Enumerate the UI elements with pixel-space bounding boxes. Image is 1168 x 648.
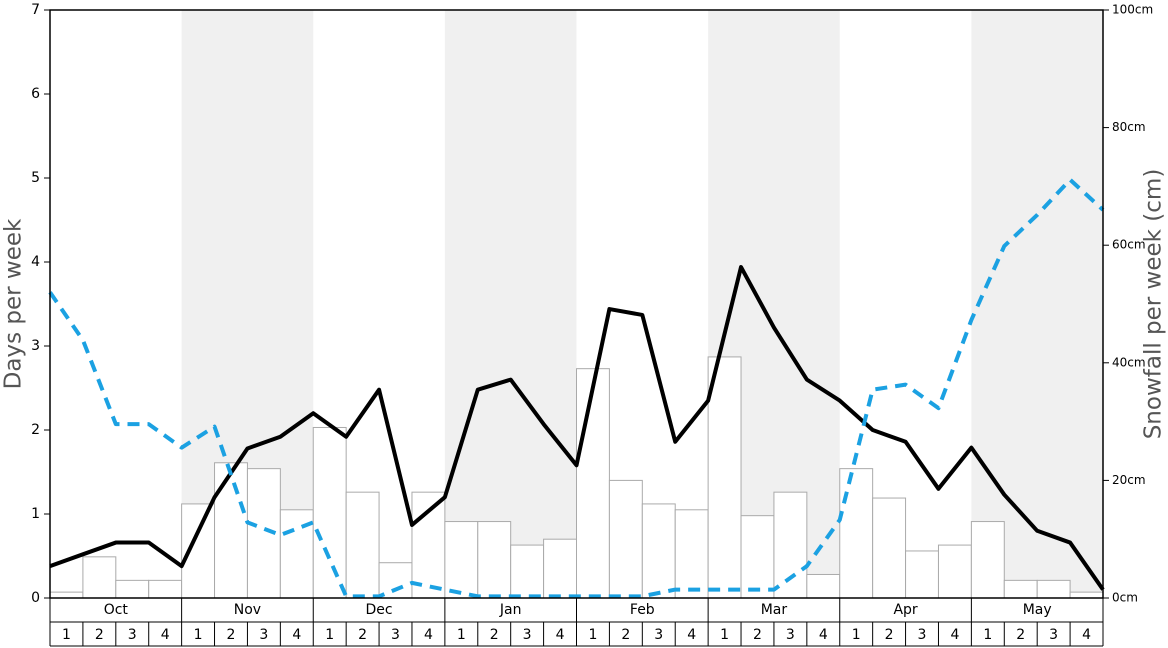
month-label: Dec bbox=[366, 602, 393, 618]
week-label: 2 bbox=[885, 627, 894, 643]
y2-tick-label: 40cm bbox=[1112, 355, 1146, 369]
snowfall-bar bbox=[806, 573, 841, 599]
week-label: 2 bbox=[95, 627, 104, 643]
snowfall-bar bbox=[115, 579, 150, 599]
week-label: 4 bbox=[950, 627, 959, 643]
week-label: 4 bbox=[556, 627, 565, 643]
snowfall-bar bbox=[148, 579, 183, 599]
week-label: 3 bbox=[128, 627, 137, 643]
month-band bbox=[971, 10, 1103, 598]
y-tick-label: 3 bbox=[31, 338, 40, 354]
y-tick-label: 2 bbox=[31, 422, 40, 438]
dashed-line bbox=[48, 177, 1105, 599]
week-label: 4 bbox=[1082, 627, 1091, 643]
week-label: 3 bbox=[1049, 627, 1058, 643]
week-label: 2 bbox=[490, 627, 499, 643]
snowfall-bar bbox=[1003, 579, 1038, 599]
month-label: Mar bbox=[761, 602, 788, 618]
y2-tick-label: 0cm bbox=[1112, 591, 1138, 605]
week-label: 3 bbox=[259, 627, 268, 643]
snowfall-bar bbox=[312, 426, 347, 599]
week-label: 2 bbox=[621, 627, 630, 643]
week-label: 2 bbox=[1016, 627, 1025, 643]
snowfall-bar bbox=[1036, 579, 1071, 599]
week-label: 1 bbox=[325, 627, 334, 643]
y-tick-label: 6 bbox=[31, 86, 40, 102]
snowfall-bar bbox=[839, 468, 874, 599]
y2-axis-title: Snowfall per week (cm) bbox=[1141, 169, 1167, 440]
week-label: 3 bbox=[918, 627, 927, 643]
snowfall-bar bbox=[937, 544, 972, 599]
y2-tick-label: 80cm bbox=[1112, 120, 1146, 134]
month-label: May bbox=[1023, 602, 1052, 618]
y-tick-label: 5 bbox=[31, 170, 40, 186]
y-tick-label: 4 bbox=[31, 254, 40, 270]
snowfall-bar bbox=[872, 497, 907, 599]
week-label: 1 bbox=[457, 627, 466, 643]
month-band bbox=[444, 10, 577, 598]
solid-line bbox=[49, 265, 1105, 591]
month-label: Jan bbox=[499, 602, 522, 618]
snowfall-bar bbox=[1069, 591, 1104, 599]
snowfall-bar bbox=[905, 550, 939, 599]
y-tick-label: 1 bbox=[31, 506, 40, 522]
snowfall-bar bbox=[181, 503, 216, 599]
week-label: 4 bbox=[819, 627, 828, 643]
snowfall-bar bbox=[477, 521, 512, 599]
week-label: 1 bbox=[62, 627, 71, 643]
week-label: 2 bbox=[358, 627, 367, 643]
snowfall-bar bbox=[510, 544, 545, 599]
snowfall-bar bbox=[49, 591, 84, 599]
month-label: Feb bbox=[630, 602, 655, 618]
week-label: 3 bbox=[523, 627, 532, 643]
week-label: 4 bbox=[161, 627, 170, 643]
y-tick-label: 7 bbox=[31, 2, 40, 18]
snowfall-bar bbox=[707, 356, 742, 599]
y-axis-title: Days per week bbox=[1, 218, 27, 389]
week-label: 1 bbox=[983, 627, 992, 643]
month-label: Oct bbox=[104, 602, 129, 618]
snowfall-bar bbox=[378, 562, 413, 599]
week-label: 1 bbox=[194, 627, 203, 643]
snowfall-bar bbox=[641, 503, 676, 599]
snowfall-bar bbox=[576, 368, 610, 599]
y2-tick-label: 60cm bbox=[1112, 238, 1146, 252]
month-label: Apr bbox=[893, 602, 917, 618]
y2-tick-label: 20cm bbox=[1112, 473, 1146, 487]
snowfall-bar bbox=[345, 491, 380, 599]
snowfall-bar bbox=[740, 515, 775, 599]
week-label: 4 bbox=[687, 627, 696, 643]
y2-tick-label: 100cm bbox=[1112, 3, 1153, 17]
week-label: 3 bbox=[654, 627, 663, 643]
week-label: 4 bbox=[292, 627, 301, 643]
week-label: 3 bbox=[391, 627, 400, 643]
snowfall-bar bbox=[773, 491, 808, 599]
snowfall-bar bbox=[82, 556, 117, 599]
week-label: 2 bbox=[227, 627, 236, 643]
snowfall-bar bbox=[608, 479, 643, 599]
week-label: 3 bbox=[786, 627, 795, 643]
week-label: 1 bbox=[588, 627, 597, 643]
snowfall-bar bbox=[444, 521, 479, 599]
snowfall-bar bbox=[214, 462, 248, 599]
snowfall-bar bbox=[674, 509, 709, 599]
week-label: 1 bbox=[720, 627, 729, 643]
y-tick-label: 0 bbox=[31, 590, 40, 606]
week-label: 1 bbox=[852, 627, 861, 643]
week-label: 4 bbox=[424, 627, 433, 643]
snowfall-bar bbox=[970, 521, 1005, 599]
snowfall-bar bbox=[543, 538, 577, 599]
month-label: Nov bbox=[234, 602, 261, 618]
week-label: 2 bbox=[753, 627, 762, 643]
